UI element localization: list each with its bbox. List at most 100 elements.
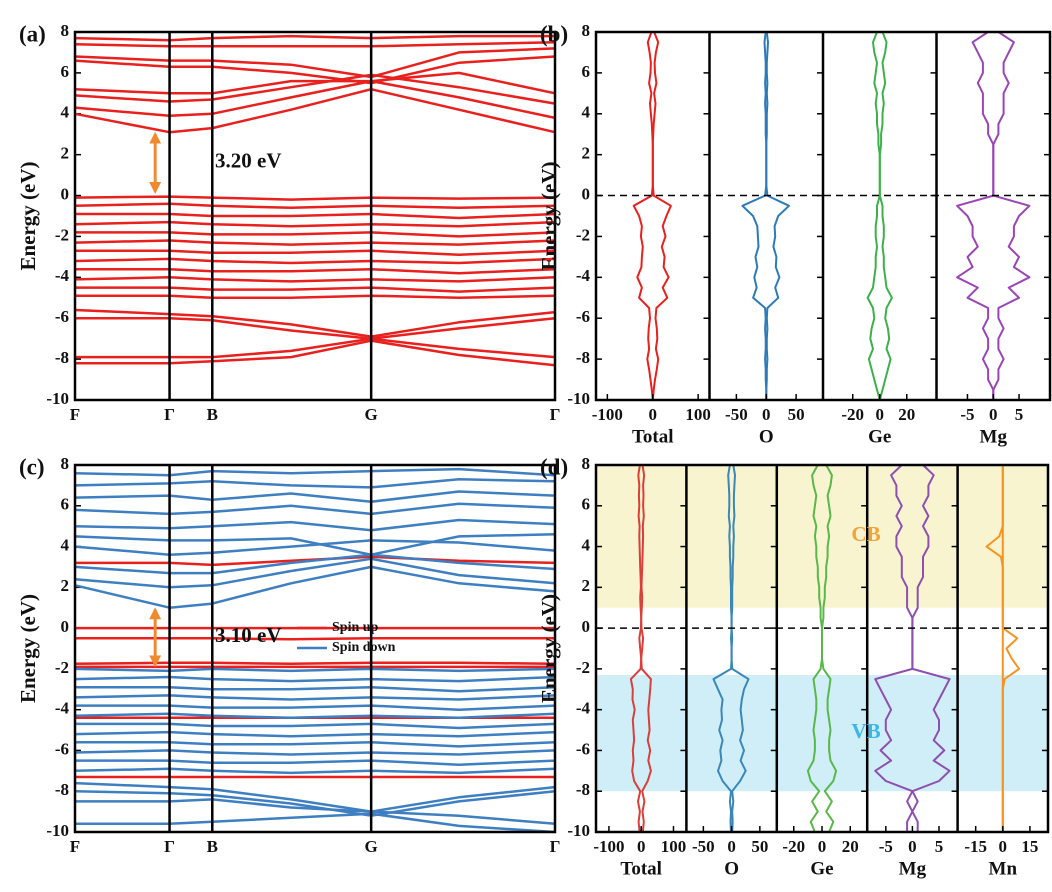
- x-tick-label: 0: [818, 837, 827, 856]
- x-axis-title: O: [759, 426, 774, 447]
- y-tick-label: 6: [582, 62, 591, 81]
- y-tick-label: -6: [576, 307, 590, 326]
- y-tick-label: 4: [582, 103, 591, 122]
- y-tick-label: -4: [55, 266, 70, 285]
- y-tick-label: 0: [582, 184, 591, 203]
- y-tick-label: -4: [576, 266, 591, 285]
- band-line: [75, 212, 556, 220]
- band-line: [74, 565, 556, 609]
- band-line: [75, 286, 556, 293]
- band-line: [75, 812, 556, 834]
- x-axis-title: Total: [632, 426, 674, 447]
- x-axis-title: Total: [620, 858, 662, 879]
- dos-curve: [956, 31, 995, 400]
- band-line: [74, 749, 556, 756]
- region-label: CB: [851, 522, 880, 546]
- y-tick-label: -10: [567, 821, 590, 840]
- region: [596, 465, 1048, 608]
- y-tick-label: -2: [576, 658, 590, 677]
- frame: [594, 463, 1050, 834]
- dos-curve: [992, 31, 1031, 400]
- y-tick-label: 0: [61, 617, 70, 636]
- band-line: [75, 637, 555, 641]
- band-line: [74, 467, 556, 477]
- y-tick-label: 2: [61, 144, 70, 163]
- x-tick-label: 0: [762, 405, 771, 424]
- panel-label: (a): [19, 21, 46, 46]
- band-line: [74, 40, 556, 48]
- band-line: [74, 87, 556, 134]
- x-tick-label: -20: [782, 837, 805, 856]
- band-line: [75, 231, 556, 238]
- y-axis-title: Energy (eV): [16, 161, 40, 270]
- y-tick-label: 4: [61, 103, 70, 122]
- band-line: [75, 249, 556, 257]
- y-tick-label: -10: [567, 389, 590, 408]
- band-line: [74, 257, 556, 265]
- y-tick-label: -2: [576, 225, 590, 244]
- x-tick-label: 15: [1021, 837, 1038, 856]
- dos-curve: [878, 31, 893, 401]
- x-tick-label: 5: [1015, 405, 1024, 424]
- dos-curve: [866, 31, 881, 401]
- y-tick-label: 4: [61, 535, 70, 554]
- y-tick-label: -2: [55, 225, 69, 244]
- y-axis-title: Energy (eV): [16, 594, 40, 703]
- y-tick-label: 2: [582, 144, 591, 163]
- band-line: [75, 741, 556, 748]
- x-tick-label: -15: [964, 837, 987, 856]
- x-tick-label: 20: [842, 837, 859, 856]
- band-line: [74, 667, 556, 673]
- band-line: [74, 34, 555, 42]
- x-axis-title: Mg: [899, 858, 927, 879]
- x-tick-label: 0: [876, 405, 885, 424]
- band-line: [75, 294, 556, 300]
- x-tick-label: -100: [593, 837, 624, 856]
- x-tick-label: 0: [989, 405, 998, 424]
- x-tick-label: -100: [592, 405, 623, 424]
- y-tick-label: 4: [582, 535, 591, 554]
- panel-label: (b): [540, 21, 568, 46]
- band-line: [74, 518, 556, 532]
- x-tick-label: 0: [637, 837, 646, 856]
- band-line: [75, 685, 556, 693]
- x-tick-label: 0: [999, 837, 1008, 856]
- dos-curve: [640, 464, 652, 833]
- y-tick-label: -4: [55, 699, 70, 718]
- x-tick-label: 50: [751, 837, 768, 856]
- frame: [73, 463, 557, 834]
- band-line: [74, 47, 556, 79]
- dos-curve: [741, 31, 768, 400]
- y-tick-label: -8: [55, 780, 69, 799]
- y-tick-label: 8: [582, 454, 591, 473]
- dos-curve: [651, 31, 672, 401]
- y-tick-label: 0: [61, 184, 70, 203]
- frame: [594, 30, 1052, 402]
- y-tick-label: 8: [61, 454, 70, 473]
- y-tick-label: 2: [582, 576, 591, 595]
- band-line: [75, 339, 556, 367]
- x-axis-title: Mn: [989, 858, 1018, 879]
- dos-curve: [632, 31, 654, 401]
- y-tick-label: 0: [582, 617, 591, 636]
- x-axis-title: Mg: [980, 426, 1008, 447]
- legend-label: Spin up: [332, 620, 379, 635]
- dos-curve: [985, 465, 1004, 832]
- y-tick-label: 8: [61, 21, 70, 40]
- x-tick-label: 100: [661, 837, 687, 856]
- x-tick-label: Γ: [164, 405, 175, 424]
- y-tick-label: 2: [61, 576, 70, 595]
- band-line: [75, 722, 556, 730]
- y-tick-label: 8: [582, 21, 591, 40]
- x-tick-label: 0: [908, 837, 917, 856]
- x-tick-label: 50: [788, 405, 805, 424]
- legend-label: Spin down: [332, 640, 396, 655]
- x-tick-label: F: [70, 837, 80, 856]
- dos-curve: [806, 464, 823, 833]
- x-tick-label: -5: [879, 837, 893, 856]
- y-tick-label: 6: [582, 495, 591, 514]
- gap-label: 3.10 eV: [215, 623, 282, 647]
- band-line: [75, 337, 556, 359]
- x-tick-label: G: [365, 837, 378, 856]
